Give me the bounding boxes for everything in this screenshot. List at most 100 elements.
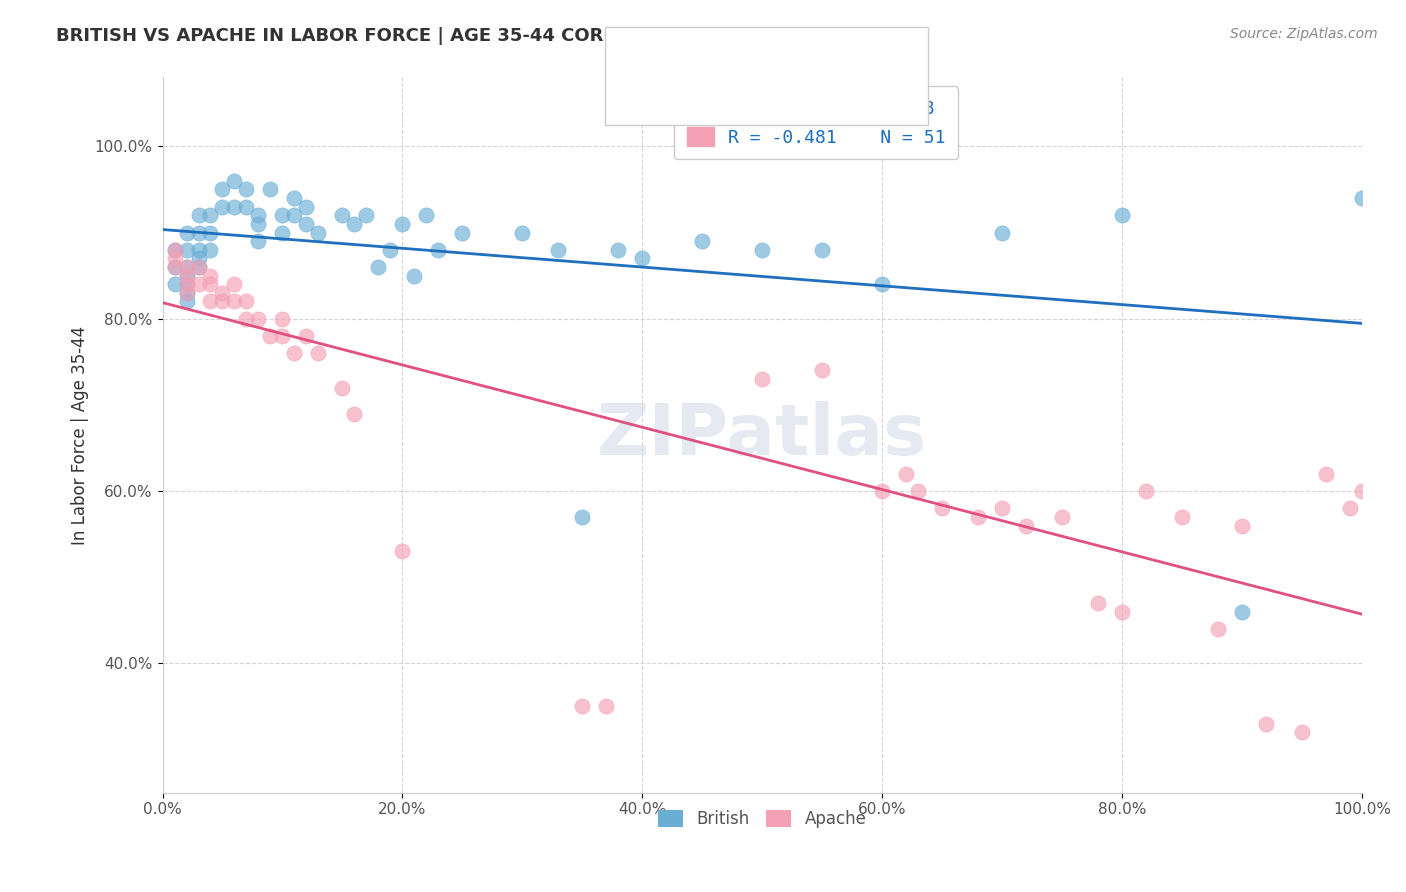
Point	[751, 372, 773, 386]
Point	[427, 243, 450, 257]
Point	[224, 200, 246, 214]
Point	[211, 182, 233, 196]
Point	[1230, 518, 1253, 533]
Point	[176, 268, 198, 283]
Point	[176, 226, 198, 240]
Text: ZIPatlas: ZIPatlas	[598, 401, 928, 469]
Point	[1135, 484, 1157, 499]
Point	[295, 329, 318, 343]
Point	[307, 226, 329, 240]
Point	[343, 407, 366, 421]
Point	[271, 329, 294, 343]
Point	[631, 252, 654, 266]
Point	[163, 260, 186, 274]
Text: BRITISH VS APACHE IN LABOR FORCE | AGE 35-44 CORRELATION CHART: BRITISH VS APACHE IN LABOR FORCE | AGE 3…	[56, 27, 776, 45]
Point	[271, 311, 294, 326]
Point	[607, 243, 630, 257]
Point	[176, 285, 198, 300]
Point	[247, 234, 270, 248]
Point	[259, 182, 281, 196]
Point	[235, 182, 257, 196]
Point	[283, 208, 305, 222]
Point	[391, 544, 413, 558]
Point	[176, 243, 198, 257]
Point	[332, 208, 354, 222]
Point	[1111, 605, 1133, 619]
Point	[367, 260, 389, 274]
Point	[751, 243, 773, 257]
Point	[176, 294, 198, 309]
Point	[1339, 501, 1361, 516]
Text: Source: ZipAtlas.com: Source: ZipAtlas.com	[1230, 27, 1378, 41]
Point	[404, 268, 426, 283]
Point	[1291, 725, 1313, 739]
Point	[1171, 509, 1194, 524]
Point	[235, 311, 257, 326]
Point	[343, 217, 366, 231]
Point	[235, 294, 257, 309]
Point	[271, 226, 294, 240]
Point	[931, 501, 953, 516]
Point	[1351, 191, 1374, 205]
Point	[332, 381, 354, 395]
Point	[1230, 605, 1253, 619]
Point	[391, 217, 413, 231]
Legend: British, Apache: British, Apache	[651, 803, 873, 834]
Point	[200, 243, 222, 257]
Point	[200, 294, 222, 309]
Point	[811, 363, 834, 377]
Y-axis label: In Labor Force | Age 35-44: In Labor Force | Age 35-44	[72, 326, 89, 545]
Point	[295, 217, 318, 231]
Point	[224, 277, 246, 292]
Point	[870, 484, 893, 499]
Point	[187, 243, 209, 257]
Point	[307, 346, 329, 360]
Point	[1351, 484, 1374, 499]
Point	[967, 509, 990, 524]
Point	[571, 699, 593, 714]
Point	[163, 252, 186, 266]
Point	[187, 252, 209, 266]
Point	[1315, 467, 1337, 481]
Point	[211, 294, 233, 309]
Point	[163, 260, 186, 274]
Point	[200, 208, 222, 222]
Point	[991, 226, 1014, 240]
Point	[1050, 509, 1073, 524]
Point	[247, 208, 270, 222]
Point	[176, 285, 198, 300]
Point	[295, 200, 318, 214]
Point	[1111, 208, 1133, 222]
Point	[991, 501, 1014, 516]
Point	[176, 260, 198, 274]
Point	[247, 217, 270, 231]
Point	[1254, 716, 1277, 731]
Point	[176, 268, 198, 283]
Point	[271, 208, 294, 222]
Point	[283, 191, 305, 205]
Point	[451, 226, 474, 240]
Point	[1015, 518, 1038, 533]
Point	[896, 467, 918, 481]
Point	[380, 243, 402, 257]
Point	[200, 226, 222, 240]
Point	[571, 509, 593, 524]
Point	[176, 277, 198, 292]
Point	[415, 208, 437, 222]
Point	[247, 311, 270, 326]
Point	[176, 260, 198, 274]
Point	[187, 277, 209, 292]
Point	[187, 260, 209, 274]
Point	[235, 200, 257, 214]
Point	[176, 277, 198, 292]
Point	[547, 243, 569, 257]
Point	[283, 346, 305, 360]
Point	[259, 329, 281, 343]
Point	[690, 234, 713, 248]
Point	[870, 277, 893, 292]
Point	[224, 294, 246, 309]
Point	[163, 243, 186, 257]
Point	[187, 208, 209, 222]
Point	[512, 226, 534, 240]
Point	[811, 243, 834, 257]
